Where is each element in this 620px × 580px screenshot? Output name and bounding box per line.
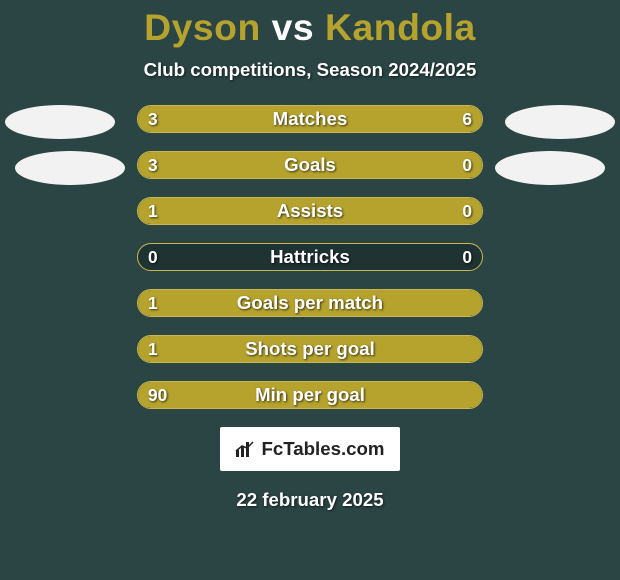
stat-row: 90Min per goal xyxy=(137,381,483,409)
stat-row: 30Goals xyxy=(137,151,483,179)
stat-row: 00Hattricks xyxy=(137,243,483,271)
stat-row: 1Goals per match xyxy=(137,289,483,317)
stat-row: 1Shots per goal xyxy=(137,335,483,363)
stat-row: 10Assists xyxy=(137,197,483,225)
stat-metric-label: Hattricks xyxy=(138,244,482,270)
comparison-title: Dyson vs Kandola xyxy=(0,0,620,49)
source-badge: FcTables.com xyxy=(220,427,400,471)
chart-icon xyxy=(235,440,255,458)
date-label: 22 february 2025 xyxy=(0,489,620,511)
team-badge-placeholder xyxy=(5,105,115,139)
stat-metric-label: Min per goal xyxy=(138,382,482,408)
team-badge-placeholder xyxy=(15,151,125,185)
subtitle: Club competitions, Season 2024/2025 xyxy=(0,59,620,81)
stat-metric-label: Goals xyxy=(138,152,482,178)
vs-separator: vs xyxy=(272,6,315,48)
stat-metric-label: Goals per match xyxy=(138,290,482,316)
team-badge-placeholder xyxy=(505,105,615,139)
player1-name: Dyson xyxy=(144,6,261,48)
team-badge-placeholder xyxy=(495,151,605,185)
comparison-chart: 36Matches 30Goals 10Assists 00Hattricks 1Goa… xyxy=(0,105,620,409)
stat-metric-label: Assists xyxy=(138,198,482,224)
stat-metric-label: Shots per goal xyxy=(138,336,482,362)
source-badge-text: FcTables.com xyxy=(261,438,384,460)
stat-row: 36Matches xyxy=(137,105,483,133)
player2-name: Kandola xyxy=(325,6,476,48)
stat-metric-label: Matches xyxy=(138,106,482,132)
